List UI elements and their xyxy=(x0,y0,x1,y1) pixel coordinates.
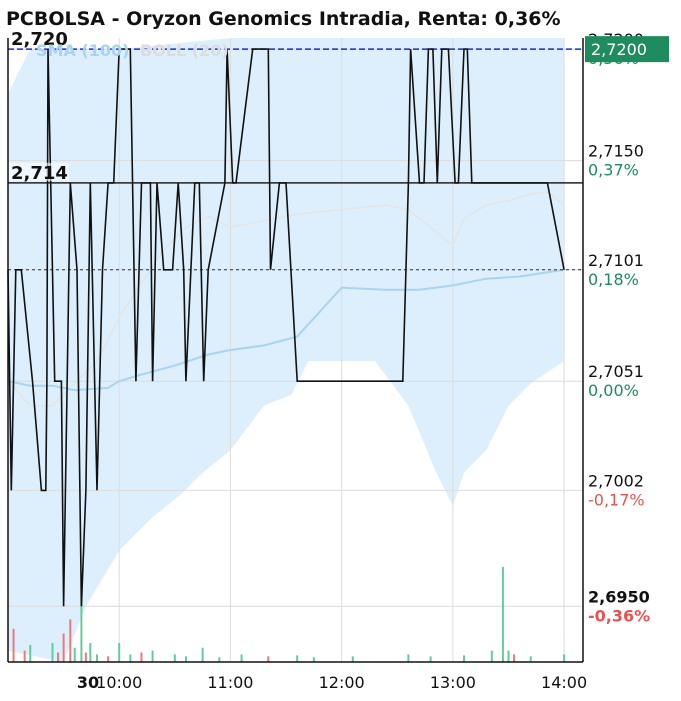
y-tick-label: 2,7101 xyxy=(588,251,644,270)
volume-bar xyxy=(501,567,504,662)
level-label-bg xyxy=(9,29,69,48)
volume-bar xyxy=(267,656,270,662)
volume-bar xyxy=(201,647,204,662)
volume-bar xyxy=(51,643,54,662)
y-tick-label: 2,7051 xyxy=(588,362,644,381)
x-tick-label: 14:00 xyxy=(541,673,587,692)
last-price-badge xyxy=(585,36,669,63)
chart-title: PCBOLSA - Oryzon Genomics Intradia, Rent… xyxy=(6,8,561,30)
volume-bar xyxy=(507,650,510,662)
volume-bar xyxy=(73,647,76,662)
volume-bar xyxy=(23,650,26,662)
last-price-label: 2,7200 xyxy=(591,40,647,59)
volume-bar xyxy=(490,650,493,662)
volume-bar xyxy=(107,656,110,662)
volume-bar xyxy=(296,655,299,662)
x-tick-label: 13:00 xyxy=(430,673,476,692)
volume-bar xyxy=(62,633,65,662)
volume-bar xyxy=(429,656,432,662)
level-label-bg xyxy=(9,162,69,181)
volume-bar xyxy=(89,643,92,662)
bollinger-band xyxy=(8,38,565,662)
volume-bar xyxy=(513,654,516,662)
x-tick-label: 30 xyxy=(77,673,99,692)
volume-bar xyxy=(12,628,15,662)
y-tick-label: 2,6950 xyxy=(588,587,650,606)
volume-bar xyxy=(140,652,143,662)
volume-bar xyxy=(29,644,32,662)
volume-bar xyxy=(407,654,410,662)
y-tick-label: 2,7002 xyxy=(588,471,644,490)
volume-bar xyxy=(69,619,72,662)
y-tick-percent: 0,00% xyxy=(588,381,639,400)
indicator-label: BOLL (20) xyxy=(140,41,229,60)
volume-bar xyxy=(173,654,176,662)
volume-bar xyxy=(151,650,154,662)
x-tick-label: 10:00 xyxy=(96,673,142,692)
y-tick-label: 2,7150 xyxy=(588,142,644,161)
x-tick-label: 12:00 xyxy=(319,673,365,692)
price-line xyxy=(7,48,565,607)
volume-bar xyxy=(95,654,98,662)
level-label: 2,714 xyxy=(11,163,68,184)
volume-bar xyxy=(240,654,243,662)
y-tick-percent: -0,36% xyxy=(588,606,650,625)
volume-bar xyxy=(184,656,187,662)
indicator-label: SMA (100) xyxy=(36,41,129,60)
volume-bar xyxy=(462,655,465,662)
volume-bar xyxy=(563,654,566,662)
volume-bar xyxy=(529,656,532,662)
y-tick-percent: 0,18% xyxy=(588,270,639,289)
volume-bar xyxy=(80,581,83,662)
level-label: 2,720 xyxy=(11,29,68,50)
sma-line xyxy=(7,268,565,392)
y-tick-percent: 0,37% xyxy=(588,161,639,180)
volume-bar xyxy=(84,652,87,662)
volume-bar xyxy=(57,652,60,662)
volume-bar xyxy=(129,654,132,662)
boll-middle-line xyxy=(7,191,565,407)
volume-bar xyxy=(218,657,221,662)
x-tick-label: 11:00 xyxy=(207,673,253,692)
volume-bar xyxy=(351,656,354,662)
volume-bar xyxy=(312,657,315,662)
y-tick-percent: -0,17% xyxy=(588,490,645,509)
volume-bar xyxy=(118,643,121,662)
